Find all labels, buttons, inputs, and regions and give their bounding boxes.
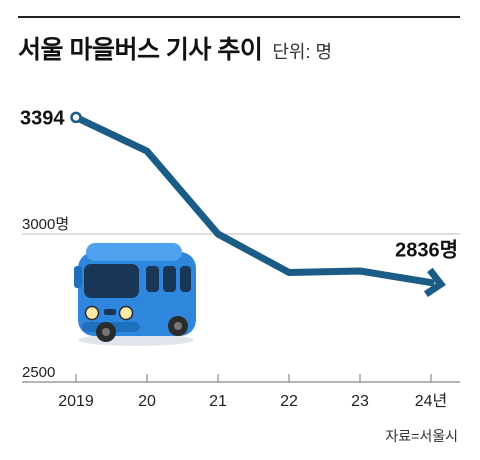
data-label: 2836명	[395, 239, 458, 262]
y-tick-label: 2500	[22, 364, 55, 381]
bus-icon	[74, 243, 196, 346]
x-tick-label: 2019	[58, 393, 94, 410]
data-label: 3394	[20, 107, 65, 129]
unit-label: 단위: 명	[272, 42, 333, 62]
chart-header: 서울 마을버스 기사 추이 단위: 명	[18, 30, 332, 66]
label-layer: 3394 2836명	[20, 107, 458, 261]
top-rule	[18, 16, 460, 18]
x-tick-label: 22	[280, 393, 298, 410]
source-note: 자료=서울시	[385, 428, 458, 444]
x-tick-label: 23	[351, 393, 369, 410]
x-tick-label: 20	[138, 393, 156, 410]
x-tick-label: 21	[209, 393, 227, 410]
series-line	[72, 113, 435, 287]
x-tick-label: 24년	[415, 392, 448, 410]
y-tick-label: 3000명	[22, 216, 69, 233]
arrow-head	[423, 267, 446, 298]
chart-title: 서울 마을버스 기사 추이	[18, 36, 263, 64]
x-axis: 2019 20 21 22 23 24년	[22, 374, 460, 410]
series-layer	[70, 111, 446, 298]
start-point-marker	[70, 111, 82, 124]
